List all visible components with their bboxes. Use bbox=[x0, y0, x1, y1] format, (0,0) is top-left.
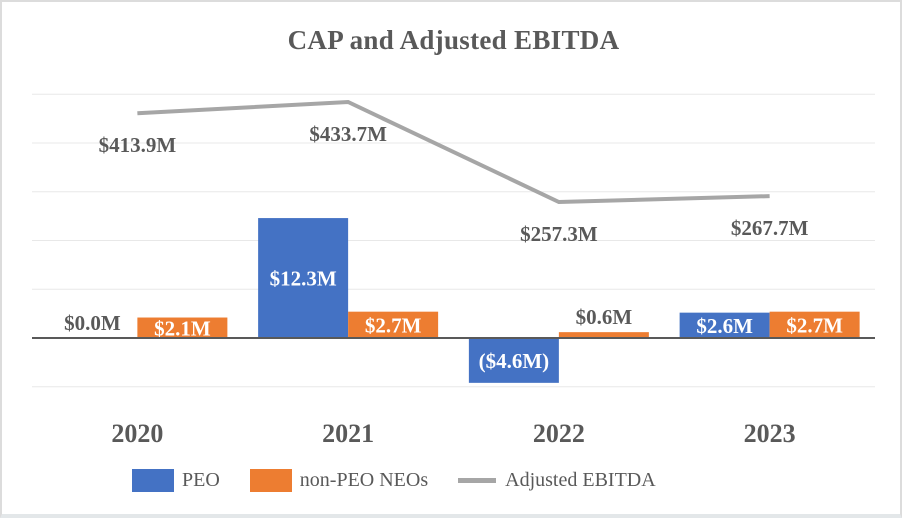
bar-peo-2022 bbox=[468, 338, 559, 383]
bar-non-peo-neos-2022 bbox=[558, 332, 649, 338]
legend-swatch-non-peo-neos bbox=[249, 468, 292, 492]
legend-item-peo: PEO bbox=[132, 468, 220, 492]
data-label-non-peo-neos-2022: $0.6M bbox=[576, 305, 633, 329]
year-label-2021: 2021 bbox=[322, 419, 374, 448]
adjusted-ebitda-line bbox=[137, 99, 770, 205]
data-label-non-peo-neos-2020: $2.1M bbox=[154, 316, 211, 340]
data-label-adjusted-ebitda-2020: $413.9M bbox=[99, 133, 177, 157]
legend-line-marker-adjusted-ebitda bbox=[458, 477, 497, 483]
data-label-peo-2020: $0.0M bbox=[64, 311, 121, 335]
year-label-2020: 2020 bbox=[111, 419, 163, 448]
data-label-peo-2021: $12.3M bbox=[270, 267, 337, 291]
legend-label-adjusted-ebitda: Adjusted EBITDA bbox=[505, 468, 656, 491]
legend-swatch-peo bbox=[132, 468, 174, 492]
bar-peo-2023 bbox=[679, 312, 770, 338]
bar-non-peo-neos-2020 bbox=[137, 317, 228, 338]
bar-peo-2021 bbox=[258, 218, 349, 338]
legend-item-adjusted-ebitda: Adjusted EBITDA bbox=[458, 469, 656, 492]
data-label-peo-2023: $2.6M bbox=[696, 314, 753, 338]
legend-label-peo: PEO bbox=[182, 468, 220, 491]
data-label-peo-2022: ($4.6M) bbox=[479, 349, 550, 373]
chart-title: CAP and Adjusted EBITDA bbox=[287, 25, 620, 55]
data-label-non-peo-neos-2023: $2.7M bbox=[786, 313, 843, 337]
legend-label-non-peo-neos: non-PEO NEOs bbox=[299, 468, 429, 491]
year-label-2023: 2023 bbox=[744, 419, 796, 448]
bar-non-peo-neos-2023 bbox=[769, 311, 860, 338]
year-label-2022: 2022 bbox=[533, 419, 585, 448]
data-label-adjusted-ebitda-2021: $433.7M bbox=[309, 122, 387, 146]
data-label-adjusted-ebitda-2022: $257.3M bbox=[520, 222, 598, 246]
chart-legend: PEO non-PEO NEOs Adjusted EBITDA bbox=[132, 466, 656, 494]
data-label-adjusted-ebitda-2023: $267.7M bbox=[731, 216, 809, 240]
data-label-non-peo-neos-2021: $2.7M bbox=[365, 313, 422, 337]
bar-non-peo-neos-2021 bbox=[348, 311, 439, 338]
legend-item-non-peo-neos: non-PEO NEOs bbox=[249, 468, 429, 492]
